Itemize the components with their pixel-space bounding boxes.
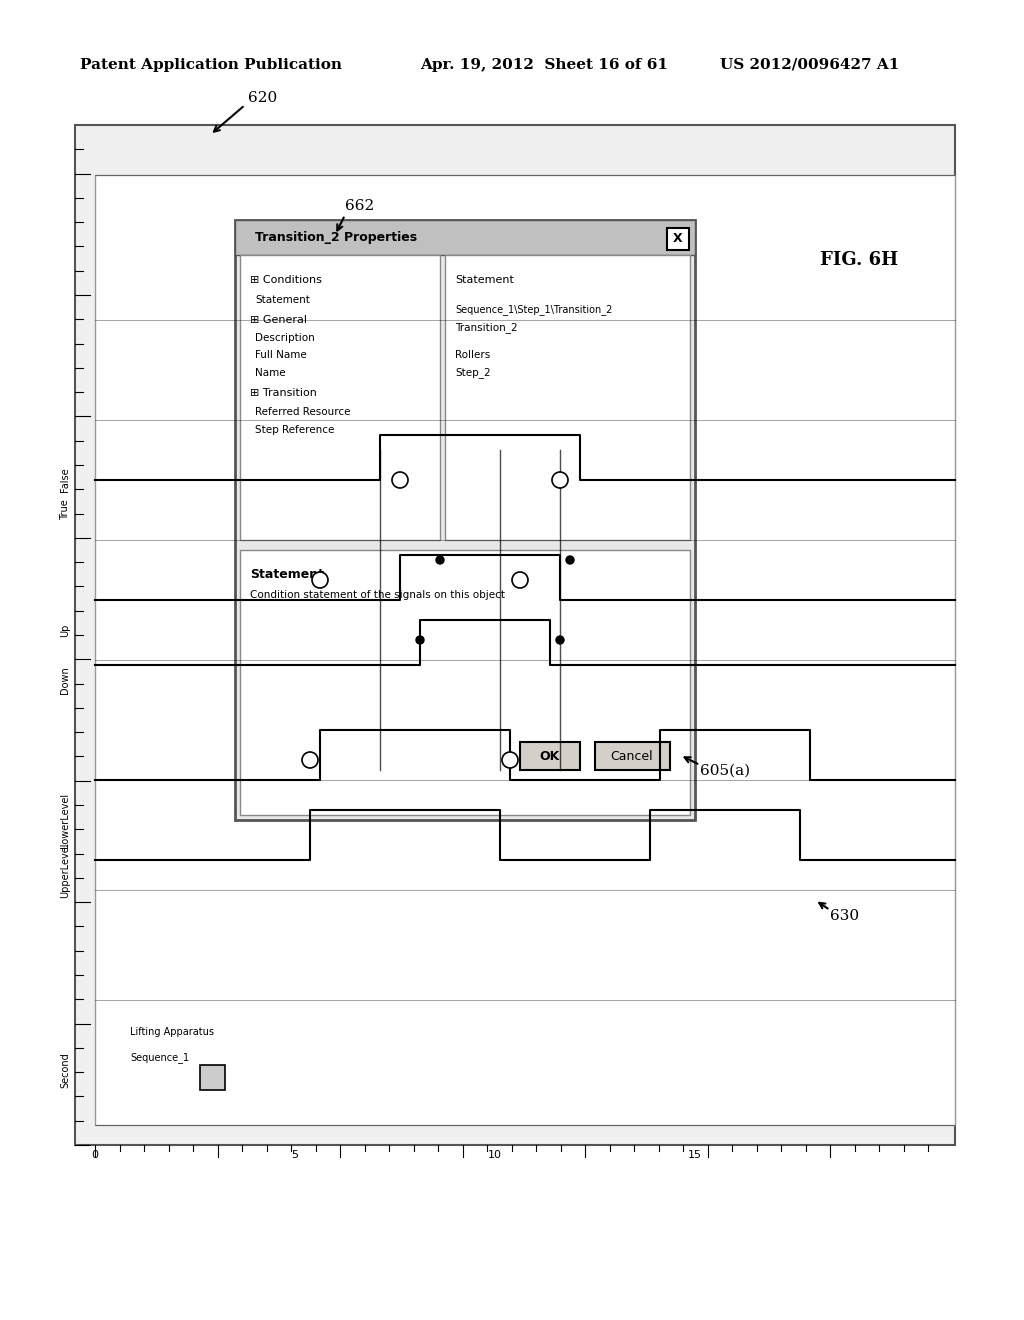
Text: 605(a): 605(a) <box>700 764 751 777</box>
Text: X: X <box>673 232 683 246</box>
Bar <box>445 255 690 540</box>
Text: Condition statement of the signals on this object: Condition statement of the signals on th… <box>250 590 505 601</box>
Text: Rollers: Rollers <box>455 350 490 360</box>
Text: Statement: Statement <box>455 275 514 285</box>
Text: Apr. 19, 2012  Sheet 16 of 61: Apr. 19, 2012 Sheet 16 of 61 <box>420 58 668 73</box>
Text: OK: OK <box>540 750 560 763</box>
Text: ⊞ Conditions: ⊞ Conditions <box>250 275 322 285</box>
Text: 620: 620 <box>248 91 278 106</box>
Circle shape <box>392 473 408 488</box>
Text: Sequence_1: Sequence_1 <box>130 1052 189 1063</box>
Bar <box>200 1065 225 1090</box>
Text: FIG. 6H: FIG. 6H <box>820 251 898 269</box>
Bar <box>667 228 689 249</box>
Text: Step Reference: Step Reference <box>255 425 335 436</box>
Circle shape <box>552 473 568 488</box>
Text: False: False <box>60 467 70 492</box>
Text: Statement: Statement <box>250 569 324 582</box>
Text: 5: 5 <box>292 1150 299 1160</box>
Text: Transition_2: Transition_2 <box>455 322 517 334</box>
Text: UpperLevel: UpperLevel <box>60 842 70 898</box>
Text: Lifting Apparatus: Lifting Apparatus <box>130 1027 214 1038</box>
Text: Sequence_1\Step_1\Transition_2: Sequence_1\Step_1\Transition_2 <box>455 305 612 315</box>
Text: US 2012/0096427 A1: US 2012/0096427 A1 <box>720 58 899 73</box>
Text: Down: Down <box>60 667 70 694</box>
Text: 10: 10 <box>488 1150 502 1160</box>
Text: ⊞ General: ⊞ General <box>250 315 307 325</box>
Text: Statement: Statement <box>255 294 310 305</box>
Bar <box>240 550 690 814</box>
Circle shape <box>566 556 574 564</box>
Bar <box>95 176 955 1125</box>
Text: True: True <box>60 500 70 520</box>
Text: Cancel: Cancel <box>610 750 653 763</box>
Text: Second: Second <box>60 1052 70 1088</box>
Text: Description: Description <box>255 333 314 343</box>
Text: Name: Name <box>255 368 286 378</box>
Bar <box>234 220 695 820</box>
Bar <box>595 742 670 770</box>
Text: LowerLevel: LowerLevel <box>60 792 70 847</box>
Text: Patent Application Publication: Patent Application Publication <box>80 58 342 73</box>
Bar <box>75 125 955 1144</box>
Circle shape <box>312 572 328 587</box>
Bar <box>520 742 580 770</box>
Circle shape <box>436 556 444 564</box>
Text: 15: 15 <box>688 1150 702 1160</box>
Text: Step_2: Step_2 <box>455 367 490 379</box>
Circle shape <box>416 636 424 644</box>
Circle shape <box>302 752 318 768</box>
Text: 0: 0 <box>91 1150 98 1160</box>
Circle shape <box>512 572 528 587</box>
Text: Transition_2 Properties: Transition_2 Properties <box>255 231 417 243</box>
Text: 662: 662 <box>345 199 374 213</box>
Text: 630: 630 <box>830 909 859 923</box>
Bar <box>240 255 440 540</box>
Text: ⊞ Transition: ⊞ Transition <box>250 388 316 399</box>
Circle shape <box>556 636 564 644</box>
Text: Referred Resource: Referred Resource <box>255 407 350 417</box>
Bar <box>234 220 695 255</box>
Circle shape <box>502 752 518 768</box>
Text: Full Name: Full Name <box>255 350 307 360</box>
Text: Up: Up <box>60 623 70 636</box>
